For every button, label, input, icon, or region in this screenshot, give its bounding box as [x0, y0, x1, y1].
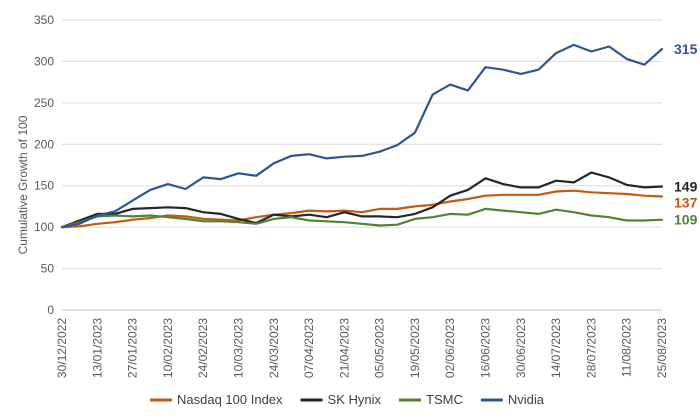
y-tick-label: 300: [34, 54, 54, 68]
legend-label: Nvidia: [508, 392, 545, 407]
x-tick-label: 14/07/2023: [549, 318, 563, 378]
end-label-tsmc: 109: [674, 212, 698, 228]
x-axis: 30/12/2022 13/01/2023 27/01/2023 10/02/2023…: [55, 309, 669, 378]
x-tick-label: 24/02/2023: [196, 318, 210, 378]
legend-label: TSMC: [426, 392, 463, 407]
y-tick-label: 200: [34, 137, 54, 151]
y-axis: 0 50 100 150 200 250 300 350: [34, 13, 54, 317]
series-line-nvidia: [60, 43, 664, 229]
x-tick-label: 11/08/2023: [620, 318, 634, 377]
x-tick-label: 19/05/2023: [408, 318, 422, 378]
gridlines: [62, 19, 662, 311]
end-label-nasdaq-100-index: 137: [674, 195, 698, 211]
x-tick-label: 27/01/2023: [126, 318, 140, 378]
x-tick-label: 21/04/2023: [337, 318, 351, 378]
y-tick-label: 350: [34, 13, 54, 27]
y-axis-title: Cumulative Growth of 100: [16, 115, 30, 254]
legend-label: SK Hynix: [328, 392, 382, 407]
x-tick-label: 07/04/2023: [302, 318, 316, 378]
x-tick-label: 30/12/2022: [55, 318, 69, 378]
legend-item: Nvidia: [480, 392, 545, 407]
series-lines: [60, 43, 664, 229]
y-tick-label: 50: [41, 262, 55, 276]
y-tick-label: 100: [34, 220, 54, 234]
x-tick-label: 10/03/2023: [231, 318, 245, 378]
x-tick-label: 05/05/2023: [373, 318, 387, 378]
x-tick-label: 13/01/2023: [90, 318, 104, 378]
legend-item: Nasdaq 100 Index: [150, 392, 283, 407]
legend: Nasdaq 100 Index SK Hynix TSMC Nvidia: [150, 392, 545, 407]
y-tick-label: 250: [34, 96, 54, 110]
x-tick-label: 28/07/2023: [584, 318, 598, 378]
x-tick-label: 25/08/2023: [655, 318, 669, 378]
series-line-tsmc: [60, 207, 664, 229]
x-tick-label: 30/06/2023: [514, 318, 528, 378]
y-tick-label: 0: [47, 303, 54, 317]
y-tick-label: 150: [34, 179, 54, 193]
legend-item: TSMC: [399, 392, 463, 407]
legend-label: Nasdaq 100 Index: [177, 392, 283, 407]
end-label-nvidia: 315: [674, 41, 698, 57]
end-label-sk-hynix: 149: [674, 179, 698, 195]
series-line-sk-hynix: [60, 171, 664, 229]
x-tick-label: 24/03/2023: [267, 318, 281, 378]
x-tick-label: 10/02/2023: [161, 318, 175, 378]
x-tick-label: 02/06/2023: [443, 318, 457, 378]
legend-item: SK Hynix: [300, 392, 382, 407]
x-tick-label: 16/06/2023: [479, 318, 493, 378]
